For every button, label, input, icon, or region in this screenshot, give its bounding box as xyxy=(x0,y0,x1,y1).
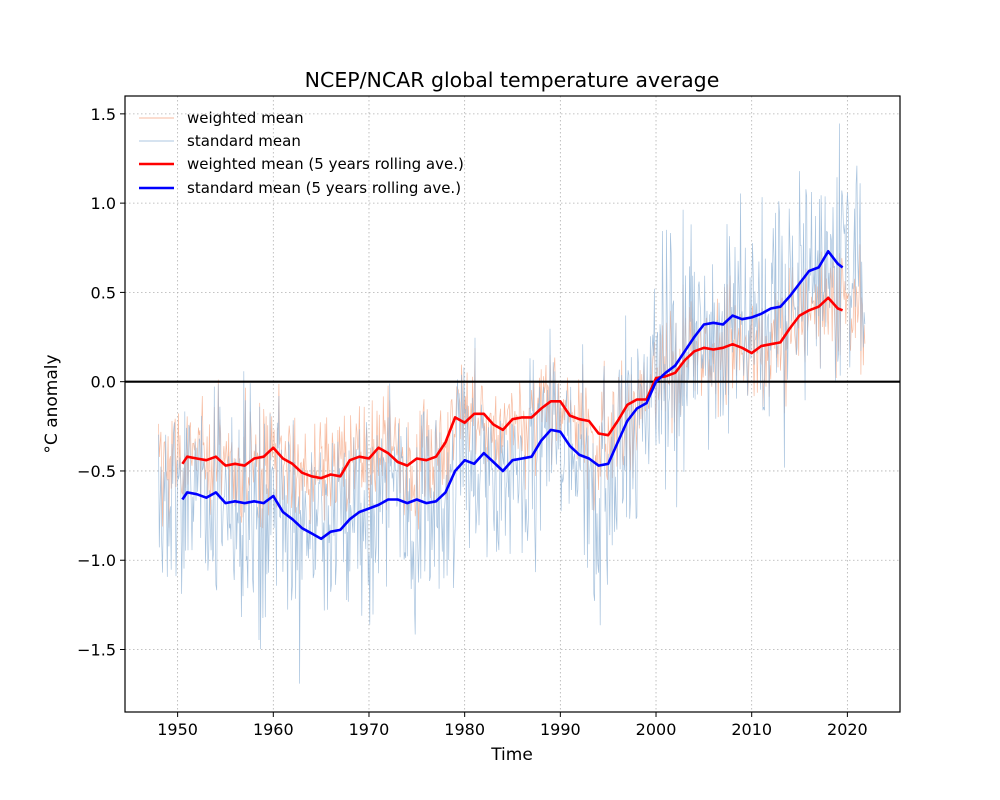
raw-series-layer xyxy=(158,123,866,684)
y-tick-label: −0.5 xyxy=(77,462,116,481)
x-tick-label: 2020 xyxy=(827,720,868,739)
x-tick-label: 2010 xyxy=(731,720,772,739)
y-tick-label: 1.5 xyxy=(91,105,116,124)
rolling-series-layer xyxy=(181,250,844,541)
legend: weighted mean standard mean weighted mean … xyxy=(139,109,464,197)
y-axis-label: °C anomaly xyxy=(42,354,62,453)
x-tick-label: 1970 xyxy=(349,720,390,739)
x-axis: 1950 1960 1970 1980 1990 2000 2010 2020 xyxy=(157,712,868,739)
legend-label: standard mean (5 years rolling ave.) xyxy=(187,179,461,197)
legend-label: weighted mean xyxy=(187,109,304,127)
y-tick-label: 1.0 xyxy=(91,194,116,213)
y-tick-label: −1.0 xyxy=(77,551,116,570)
x-tick-label: 1990 xyxy=(540,720,581,739)
x-tick-label: 1960 xyxy=(253,720,294,739)
x-tick-label: 1950 xyxy=(157,720,198,739)
x-tick-label: 1980 xyxy=(444,720,485,739)
plot-frame xyxy=(124,95,901,713)
series-weighted-rolling-line xyxy=(181,296,844,480)
legend-label: weighted mean (5 years rolling ave.) xyxy=(187,155,464,173)
y-tick-label: 0.0 xyxy=(91,373,116,392)
legend-label: standard mean xyxy=(187,132,301,150)
x-axis-label: Time xyxy=(490,745,533,765)
series-standard-rolling-line xyxy=(181,250,844,541)
y-tick-label: −1.5 xyxy=(77,641,116,660)
y-axis: −1.5 −1.0 −0.5 0.0 0.5 1.0 1.5 xyxy=(77,105,125,660)
y-tick-label: 0.5 xyxy=(91,283,116,302)
chart-title: NCEP/NCAR global temperature average xyxy=(305,68,720,92)
series-standard-mean-line xyxy=(158,123,866,684)
x-tick-label: 2000 xyxy=(636,720,677,739)
